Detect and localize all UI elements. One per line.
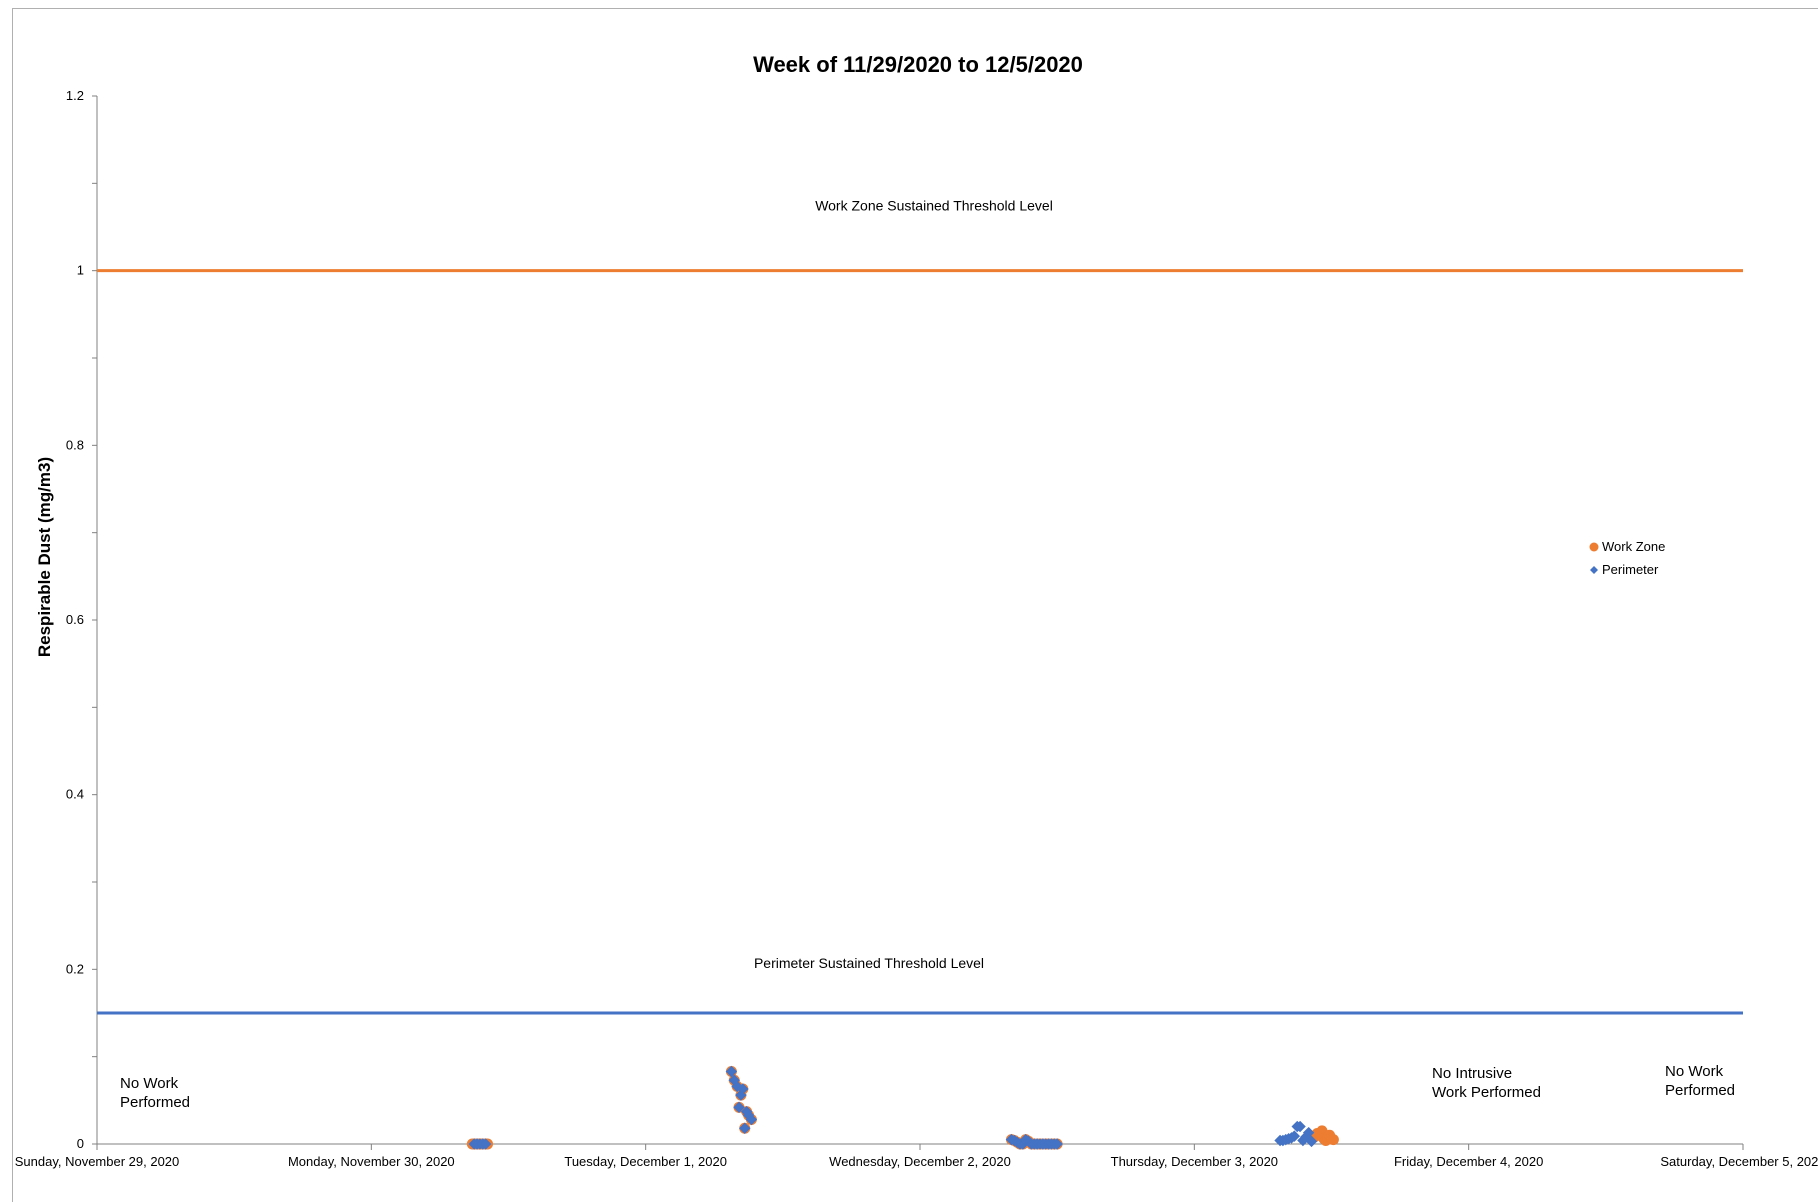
y-tick-label: 0.8 [66, 437, 84, 452]
x-tick-label: Sunday, November 29, 2020 [15, 1154, 180, 1169]
perimeter-point [725, 1065, 738, 1078]
perimeter-point [1302, 1126, 1315, 1139]
work-zone-point [1327, 1134, 1339, 1146]
perimeter-point [737, 1083, 749, 1095]
perimeter-point [1294, 1120, 1306, 1133]
y-tick-label: 0.2 [66, 961, 84, 976]
y-tick-label: 1.2 [66, 88, 84, 103]
note-line: Performed [1665, 1082, 1735, 1099]
note-line: No Work [1665, 1063, 1724, 1080]
no-work-note: No Intrusive Work Performed [1432, 1065, 1541, 1101]
perimeter-point [1288, 1130, 1301, 1142]
x-tick-label: Monday, November 30, 2020 [288, 1154, 455, 1169]
perimeter-point [733, 1101, 745, 1114]
chart-frame [12, 8, 1818, 1202]
no-work-note: No Work Performed [1665, 1063, 1735, 1099]
legend-entry: Work Zone [1602, 539, 1665, 554]
chart-title: Week of 11/29/2020 to 12/5/2020 [753, 52, 1083, 77]
threshold-label: Perimeter Sustained Threshold Level [754, 955, 984, 971]
threshold-label: Work Zone Sustained Threshold Level [815, 198, 1053, 214]
note-line: Work Performed [1432, 1084, 1541, 1101]
x-tick-label: Tuesday, December 1, 2020 [564, 1154, 727, 1169]
annotations: No Work Performed No Intrusive Work Perform… [120, 1063, 1735, 1111]
note-line: No Intrusive [1432, 1065, 1512, 1082]
y-axis-label: Respirable Dust (mg/m3) [35, 457, 54, 657]
x-tick-label: Friday, December 4, 2020 [1394, 1154, 1543, 1169]
note-line: No Work [120, 1075, 179, 1092]
legend: Work Zone Perimeter [1589, 539, 1665, 577]
legend-marker-work-zone [1589, 542, 1599, 552]
x-tick-label: Wednesday, December 2, 2020 [829, 1154, 1011, 1169]
perimeter-point [745, 1113, 758, 1126]
y-tick-label: 0.6 [66, 612, 84, 627]
x-tick-label: Saturday, December 5, 2020 [1660, 1154, 1818, 1169]
axes: 0 0.2 0.4 0.6 0.8 1 1.2 Sunday, November 29, 20… [15, 88, 1818, 1169]
legend-entry: Perimeter [1602, 562, 1659, 577]
perimeter-point [739, 1122, 751, 1134]
threshold-lines: Work Zone Sustained Threshold Level Perim… [97, 198, 1743, 1015]
x-tick-label: Thursday, December 3, 2020 [1111, 1154, 1278, 1169]
perimeter-point [1305, 1135, 1318, 1148]
y-tick-label: 1 [77, 263, 84, 278]
data-points [466, 1065, 1339, 1150]
perimeter-point [479, 1138, 492, 1150]
y-tick-label: 0.4 [66, 787, 84, 802]
no-work-note: No Work Performed [120, 1075, 190, 1111]
legend-marker-perimeter [1590, 566, 1598, 574]
y-tick-label: 0 [77, 1136, 84, 1151]
perimeter-point [1051, 1138, 1063, 1150]
note-line: Performed [120, 1094, 190, 1111]
perimeter-point [735, 1089, 747, 1101]
